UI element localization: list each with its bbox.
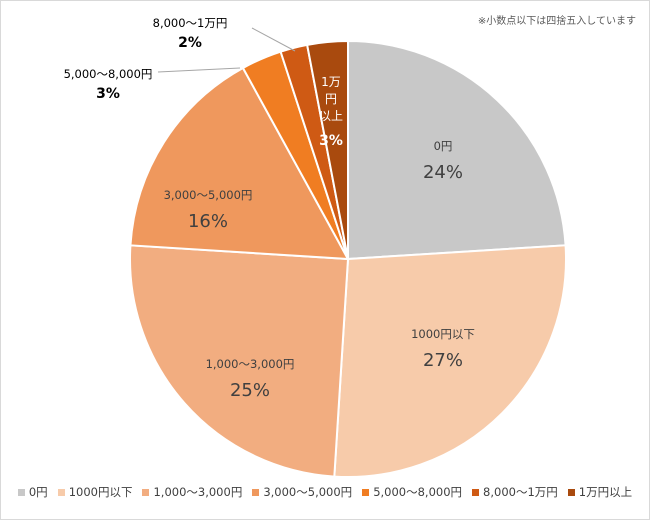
legend-label: 8,000〜1万円 [483,485,558,499]
slice-label: 3,000〜5,000円 16% [164,188,253,232]
legend-item: 1000円以下 [57,484,133,500]
legend-label: 1万円以上 [578,485,633,499]
legend-item: 0円 [17,484,48,500]
slice-label: 8,000〜1万円 2% [153,16,228,51]
legend-label: 1,000〜3,000円 [153,485,243,499]
legend-swatch [57,488,65,496]
slice-label: 5,000〜8,000円 3% [64,67,153,102]
rounding-note: ※小数点以下は四捨五入しています [477,16,636,27]
pie-slice [305,39,349,260]
legend-label: 0円 [28,485,48,499]
legend-item: 5,000〜8,000円 [362,484,462,500]
legend-item: 1万円以上 [567,484,633,500]
legend-item: 1,000〜3,000円 [142,484,242,500]
pie-slice [129,244,350,478]
legend-swatch [142,488,150,496]
legend-swatch [567,488,575,496]
legend-item: 3,000〜5,000円 [252,484,352,500]
legend-item: 8,000〜1万円 [472,484,558,500]
slice-label: 1,000〜3,000円 25% [206,357,295,401]
leader-line [251,27,296,52]
pie-slice [347,39,567,261]
pie-slice [129,66,350,261]
pie-chart: 0円 24% 1000円以下 27% 1,000〜3,000円 25% 3,000〜5,00… [64,16,567,478]
legend-label: 5,000〜8,000円 [373,485,463,499]
legend-swatch [472,488,480,496]
leader-line [157,67,241,73]
slice-label: 0円 24% [423,139,463,183]
legend-swatch [362,488,370,496]
pie-slice [333,244,567,478]
legend-label: 3,000〜5,000円 [263,485,353,499]
slice-label: 1000円以下 27% [411,327,475,371]
legend: 0円 1000円以下 1,000〜3,000円 3,000〜5,000円 5,000〜8… [0,484,650,500]
legend-swatch [252,488,260,496]
legend-swatch [17,488,25,496]
slice-label: 1万円以上 3% [319,75,343,149]
legend-label: 1000円以下 [68,485,133,499]
